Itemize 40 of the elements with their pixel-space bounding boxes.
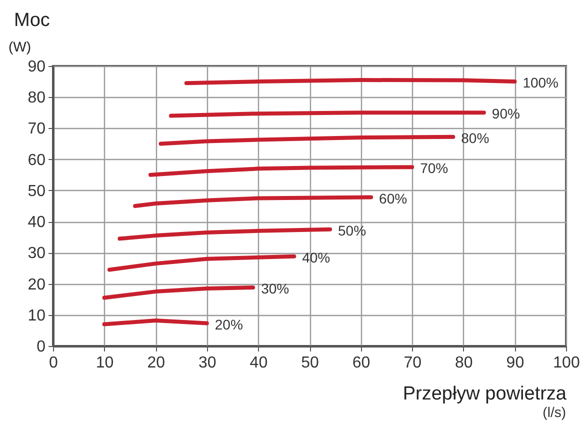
y-tick-label: 60 — [28, 152, 46, 169]
line-series — [118, 227, 332, 241]
series-label: 50% — [338, 222, 366, 238]
x-tick-label: 80 — [455, 354, 473, 372]
chart-title: Moc — [14, 10, 50, 31]
series-label: 60% — [379, 190, 408, 206]
x-tick-label: 30 — [198, 354, 216, 372]
x-tick-label: 60 — [352, 354, 370, 372]
y-tick-label: 90 — [28, 58, 46, 76]
y-tick-label: 10 — [28, 307, 46, 324]
x-tick-label: 50 — [301, 354, 319, 372]
series-label: 70% — [420, 160, 448, 176]
y-axis-title: (W) — [8, 38, 32, 54]
x-tick-label: 10 — [96, 354, 114, 372]
y-tick-label: 70 — [28, 120, 46, 138]
series-label: 100% — [522, 74, 559, 91]
x-tick-label: 70 — [404, 354, 422, 372]
y-tick-label: 50 — [28, 182, 46, 200]
x-tick-label: 40 — [250, 354, 268, 372]
text: (l/s) — [542, 404, 566, 420]
series-label: 90% — [492, 106, 520, 122]
y-tick-label: 0 — [36, 338, 46, 356]
line-series — [158, 134, 456, 146]
series-label: 80% — [461, 130, 490, 146]
line-series — [148, 165, 414, 177]
series-label: 30% — [261, 280, 290, 297]
x-tick-label: 20 — [147, 354, 166, 372]
line-series — [107, 254, 296, 272]
line-series — [133, 195, 374, 208]
x-axis-title: Przepływ powietrza — [402, 384, 567, 404]
x-tick-label: 100 — [553, 354, 580, 372]
y-tick-label: 40 — [28, 214, 46, 232]
series-label: 20% — [214, 316, 243, 332]
y-tick-label: 20 — [28, 276, 46, 294]
x-tick-label: 90 — [506, 354, 524, 372]
line-series — [102, 286, 256, 300]
y-tick-label: 30 — [28, 245, 46, 262]
y-tick-label: 80 — [28, 90, 46, 107]
x-tick-label: 0 — [49, 354, 58, 372]
series-label: 40% — [302, 249, 330, 266]
